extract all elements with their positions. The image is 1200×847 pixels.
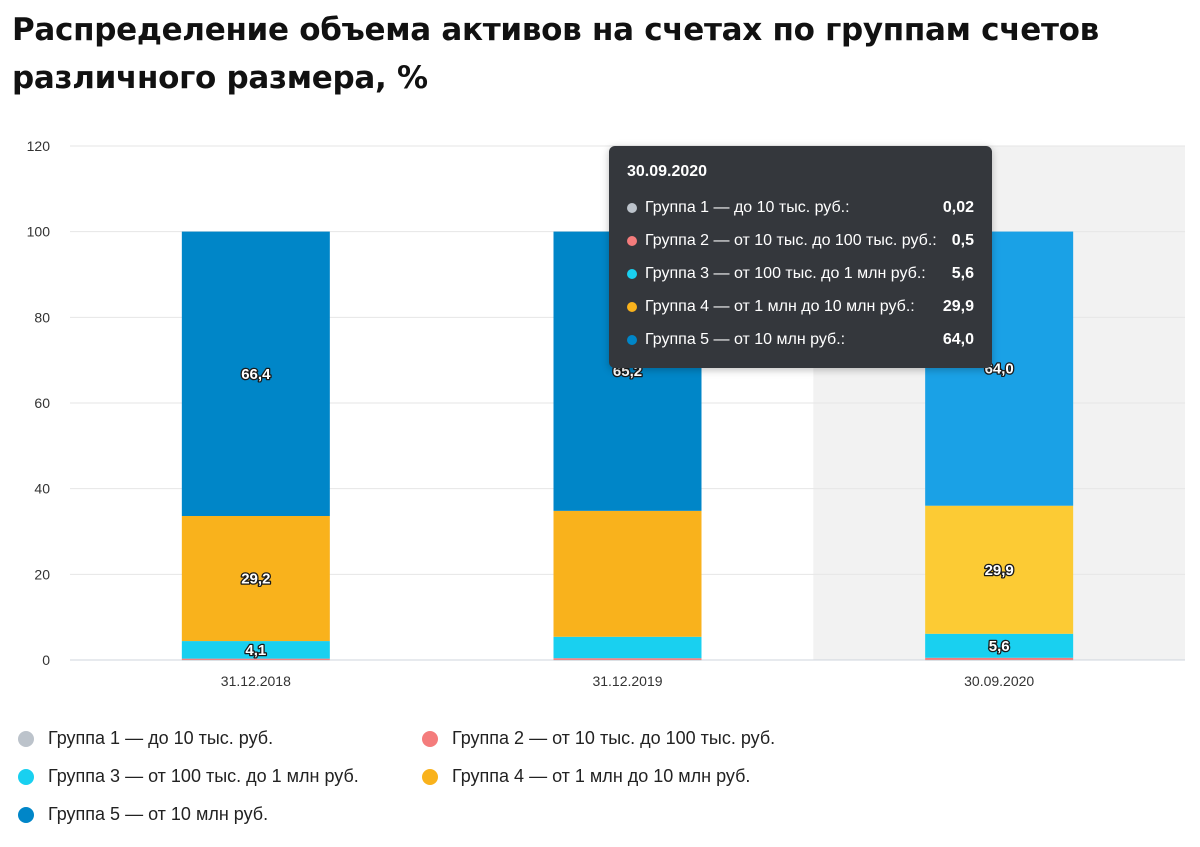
bar-segment (925, 505, 1074, 634)
legend-item-group-5[interactable]: Группа 5 — от 10 млн руб. (18, 804, 268, 825)
bar-segment (925, 659, 1074, 661)
tooltip-row-group-2: Группа 2 — от 10 тыс. до 100 тыс. руб.: … (627, 231, 974, 251)
legend-marker-group-2 (422, 730, 438, 747)
bar-segment (925, 633, 1074, 658)
y-tick-label: 60 (34, 395, 50, 411)
bar-segment (181, 515, 330, 642)
tooltip-marker-group-5 (627, 335, 637, 345)
bar-segment (181, 641, 330, 659)
chart-tooltip: 30.09.2020 Группа 1 — до 10 тыс. руб.: 0… (609, 146, 992, 368)
tooltip-marker-group-2 (627, 236, 637, 246)
stacked-bar-chart: 0204060801001204,129,266,431.12.201865,2… (27, 138, 1185, 689)
y-tick-label: 20 (34, 566, 50, 582)
tooltip-row-group-4: Группа 4 — от 1 млн до 10 млн руб.: 29,9 (627, 297, 974, 317)
y-tick-label: 100 (27, 224, 51, 240)
tooltip-label-group-5: Группа 5 — от 10 млн руб.: (645, 331, 846, 348)
tooltip-row-group-3: Группа 3 — от 100 тыс. до 1 млн руб.: 5,… (627, 264, 974, 284)
data-label: 5,6 (989, 638, 1010, 655)
bar-segment (553, 636, 702, 659)
tooltip-marker-group-1 (627, 203, 637, 213)
x-tick-label: 31.12.2019 (592, 673, 662, 689)
legend-marker-group-1 (18, 730, 34, 747)
bar-segment (181, 659, 330, 661)
tooltip-value-group-3: 5,6 (951, 265, 974, 282)
legend-marker-group-3 (18, 768, 34, 785)
y-tick-label: 40 (34, 481, 50, 497)
legend-label-group-5: Группа 5 — от 10 млн руб. (48, 804, 269, 824)
y-tick-label: 0 (42, 652, 50, 668)
tooltip-value-group-4: 29,9 (942, 298, 974, 315)
chart-title: Распределение объема активов на счетах п… (12, 12, 1099, 96)
data-label: 29,9 (985, 562, 1014, 579)
tooltip-row-group-5: Группа 5 — от 10 млн руб.: 64,0 (627, 330, 974, 350)
y-tick-label: 120 (27, 138, 51, 154)
data-label: 66,4 (241, 366, 271, 383)
bar-segment (181, 658, 330, 660)
legend-label-group-1: Группа 1 — до 10 тыс. руб. (48, 728, 274, 748)
legend-item-group-3[interactable]: Группа 3 — от 100 тыс. до 1 млн руб. (18, 766, 359, 787)
legend-label-group-2: Группа 2 — от 10 тыс. до 100 тыс. руб. (452, 728, 776, 748)
bar-segment (925, 657, 1074, 660)
legend-item-group-2[interactable]: Группа 2 — от 10 тыс. до 100 тыс. руб. (422, 728, 775, 749)
bar-segment (181, 231, 330, 516)
legend-item-group-1[interactable]: Группа 1 — до 10 тыс. руб. (18, 728, 273, 749)
legend-item-group-4[interactable]: Группа 4 — от 1 млн до 10 млн руб. (422, 766, 750, 787)
tooltip-label-group-4: Группа 4 — от 1 млн до 10 млн руб.: (645, 298, 915, 315)
bar-segment (553, 659, 702, 661)
tooltip-row-group-1: Группа 1 — до 10 тыс. руб.: 0,02 (627, 198, 974, 218)
tooltip-marker-group-4 (627, 302, 637, 312)
legend-label-group-4: Группа 4 — от 1 млн до 10 млн руб. (452, 766, 751, 786)
x-tick-label: 31.12.2018 (221, 673, 291, 689)
tooltip-label-group-3: Группа 3 — от 100 тыс. до 1 млн руб.: (645, 265, 926, 282)
legend-label-group-3: Группа 3 — от 100 тыс. до 1 млн руб. (48, 766, 359, 786)
tooltip-value-group-1: 0,02 (942, 199, 974, 216)
data-label: 29,2 (241, 571, 270, 588)
tooltip-label-group-1: Группа 1 — до 10 тыс. руб.: (645, 199, 850, 216)
data-label: 64,0 (985, 361, 1014, 378)
data-label: 4,1 (245, 642, 266, 659)
tooltip-date: 30.09.2020 (627, 163, 708, 180)
bar-segment (553, 510, 702, 637)
tooltip-value-group-2: 0,5 (951, 232, 974, 249)
tooltip-value-group-5: 64,0 (942, 331, 974, 348)
y-tick-label: 80 (34, 309, 50, 325)
tooltip-marker-group-3 (627, 269, 637, 279)
legend-marker-group-4 (422, 768, 438, 785)
tooltip-label-group-2: Группа 2 — от 10 тыс. до 100 тыс. руб.: (645, 232, 937, 249)
bar-segment (553, 658, 702, 660)
legend-marker-group-5 (18, 806, 34, 823)
x-tick-label: 30.09.2020 (964, 673, 1034, 689)
